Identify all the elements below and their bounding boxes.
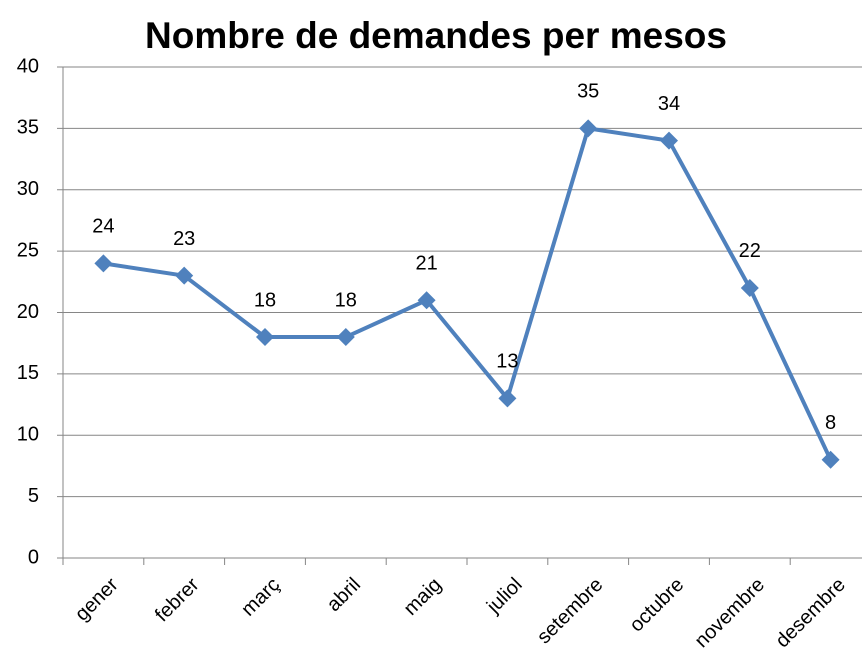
marker xyxy=(94,254,113,273)
marker xyxy=(498,389,517,408)
y-tick-label: 15 xyxy=(17,362,39,384)
y-tick-label: 5 xyxy=(28,485,39,507)
data-label: 13 xyxy=(496,351,518,373)
data-label: 21 xyxy=(415,253,437,275)
y-tick-label: 10 xyxy=(17,424,39,446)
y-tick-label: 35 xyxy=(17,117,39,139)
marker xyxy=(336,328,355,347)
marker xyxy=(256,328,274,347)
data-label: 18 xyxy=(254,289,276,311)
data-label: 18 xyxy=(335,289,357,311)
marker xyxy=(740,278,759,297)
y-tick-label: 40 xyxy=(17,55,39,77)
y-tick-label: 0 xyxy=(28,546,39,568)
line xyxy=(103,126,833,461)
y-tick-label: 25 xyxy=(17,239,39,261)
data-label: 35 xyxy=(577,81,599,103)
chart-title: Nombre de demandes per mesos xyxy=(145,15,727,56)
marker xyxy=(660,131,678,150)
marker xyxy=(821,450,840,469)
y-tick-label: 20 xyxy=(17,301,39,323)
y-tick-label: 30 xyxy=(17,178,39,200)
marker xyxy=(417,291,436,310)
data-label: 8 xyxy=(825,412,836,434)
data-label: 23 xyxy=(173,228,195,250)
marker xyxy=(579,119,598,138)
data-label: 22 xyxy=(739,240,761,262)
data-label: 34 xyxy=(658,93,680,115)
data-label: 24 xyxy=(92,216,114,238)
marker xyxy=(175,266,194,285)
